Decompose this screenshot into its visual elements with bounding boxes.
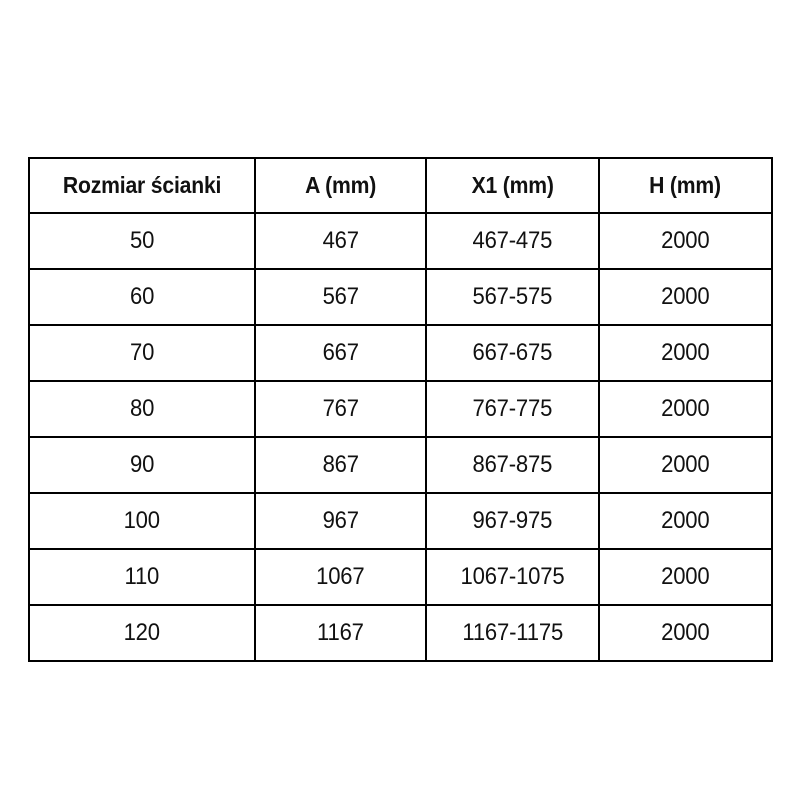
cell-h: 2000 [598,492,773,550]
cell-size-value: 60 [129,283,155,310]
cell-size: 100 [28,492,256,550]
cell-x1-value: 1067-1075 [460,563,565,590]
cell-x1: 1067-1075 [425,548,600,606]
table-row: 60 567 567-575 2000 [28,268,773,326]
cell-h: 2000 [598,324,773,382]
cell-size: 60 [28,268,256,326]
cell-x1-value: 767-775 [472,395,553,422]
column-header-h: H (mm) [598,157,773,214]
cell-x1-value: 1167-1175 [462,619,563,646]
column-header-h-label: H (mm) [649,172,722,198]
cell-x1: 967-975 [425,492,600,550]
cell-x1-value: 567-575 [472,283,553,310]
cell-h-value: 2000 [661,563,710,590]
column-header-size: Rozmiar ścianki [28,157,256,214]
cell-a: 867 [254,436,427,494]
cell-h-value: 2000 [661,283,710,310]
cell-size-value: 90 [129,451,155,478]
cell-a: 1167 [254,604,427,662]
cell-a-value: 967 [322,507,359,534]
table-row: 80 767 767-775 2000 [28,380,773,438]
cell-size: 50 [28,212,256,270]
cell-h-value: 2000 [661,339,710,366]
cell-a-value: 767 [322,395,359,422]
column-header-a-label: A (mm) [304,172,376,198]
cell-size-value: 120 [123,619,161,646]
cell-x1: 1167-1175 [425,604,600,662]
cell-x1-value: 667-675 [472,339,553,366]
table-row: 90 867 867-875 2000 [28,436,773,494]
cell-x1: 667-675 [425,324,600,382]
cell-x1: 467-475 [425,212,600,270]
table-row: 120 1167 1167-1175 2000 [28,604,773,662]
cell-x1-value: 467-475 [472,227,553,254]
cell-h: 2000 [598,268,773,326]
cell-a-value: 1167 [317,619,364,646]
column-header-size-label: Rozmiar ścianki [62,172,222,198]
cell-x1-value: 867-875 [472,451,553,478]
column-header-x1-label: X1 (mm) [471,172,554,198]
cell-size-value: 70 [129,339,155,366]
column-header-x1: X1 (mm) [425,157,600,214]
cell-x1: 767-775 [425,380,600,438]
cell-h: 2000 [598,212,773,270]
table-row: 110 1067 1067-1075 2000 [28,548,773,606]
cell-a: 967 [254,492,427,550]
cell-size: 110 [28,548,256,606]
cell-a: 467 [254,212,427,270]
cell-h: 2000 [598,548,773,606]
cell-a-value: 1067 [316,563,365,590]
table-body: 50 467 467-475 2000 60 567 567-575 2000 … [28,212,773,662]
table-row: 70 667 667-675 2000 [28,324,773,382]
cell-size-value: 100 [123,507,161,534]
cell-a: 1067 [254,548,427,606]
table-row: 100 967 967-975 2000 [28,492,773,550]
cell-a: 667 [254,324,427,382]
table-row: 50 467 467-475 2000 [28,212,773,270]
cell-a-value: 667 [322,339,359,366]
cell-a: 567 [254,268,427,326]
cell-h: 2000 [598,380,773,438]
cell-a-value: 867 [322,451,359,478]
cell-size-value: 80 [129,395,155,422]
cell-h-value: 2000 [661,227,710,254]
cell-x1: 567-575 [425,268,600,326]
column-header-a: A (mm) [254,157,427,214]
cell-size-value: 50 [129,227,155,254]
shower-wall-dimensions-table: Rozmiar ścianki A (mm) X1 (mm) H (mm) 50… [28,157,773,662]
cell-h-value: 2000 [661,507,710,534]
cell-x1: 867-875 [425,436,600,494]
cell-size-value: 110 [124,563,160,590]
table-header: Rozmiar ścianki A (mm) X1 (mm) H (mm) [28,157,773,214]
cell-x1-value: 967-975 [472,507,553,534]
cell-h-value: 2000 [661,619,710,646]
cell-h: 2000 [598,436,773,494]
table-header-row: Rozmiar ścianki A (mm) X1 (mm) H (mm) [28,157,773,214]
cell-size: 70 [28,324,256,382]
cell-a: 767 [254,380,427,438]
cell-size: 90 [28,436,256,494]
cell-a-value: 567 [322,283,359,310]
cell-size: 80 [28,380,256,438]
cell-h-value: 2000 [661,395,710,422]
cell-h: 2000 [598,604,773,662]
cell-a-value: 467 [322,227,359,254]
cell-h-value: 2000 [661,451,710,478]
spec-table-container: Rozmiar ścianki A (mm) X1 (mm) H (mm) 50… [28,157,773,662]
cell-size: 120 [28,604,256,662]
